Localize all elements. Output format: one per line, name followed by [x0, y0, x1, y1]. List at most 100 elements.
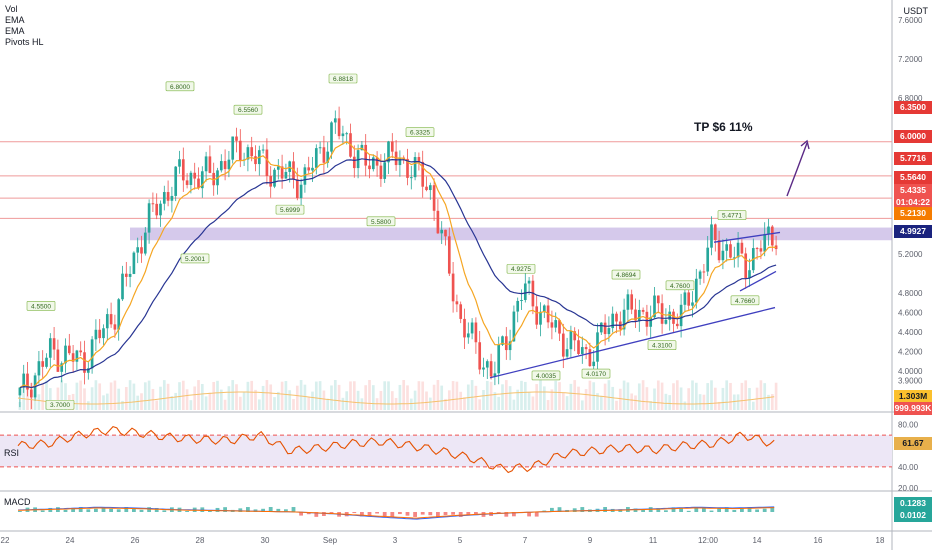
volume-bar — [444, 398, 447, 410]
candle-body — [504, 336, 508, 351]
candle-body — [702, 271, 706, 273]
candle-body — [744, 253, 748, 278]
volume-bar — [326, 398, 330, 410]
time-tick: 5 — [458, 536, 463, 545]
price-tick: 4.8000 — [898, 289, 923, 298]
volume-bar — [546, 400, 550, 410]
time-tick: 30 — [261, 536, 270, 545]
macd-histogram-bar — [360, 512, 364, 517]
volume-bar — [18, 402, 22, 410]
macd-label: MACD — [4, 497, 31, 507]
candle-body — [554, 320, 558, 328]
candle-body — [132, 252, 136, 274]
volume-bar — [105, 393, 109, 410]
volume-bar — [261, 385, 265, 410]
volume-bar — [113, 380, 117, 410]
volume-bar — [216, 380, 219, 410]
macd-histogram-bar — [428, 512, 433, 516]
volume-bar — [425, 391, 428, 410]
candle-body — [371, 157, 375, 170]
candle-body — [463, 318, 466, 338]
volume-bar — [748, 388, 751, 410]
volume-bar — [660, 382, 664, 410]
candle-body — [307, 167, 311, 171]
macd-histogram-bar — [352, 512, 357, 514]
volume-bar — [193, 386, 197, 410]
candle-body — [162, 192, 166, 204]
volume-bar — [740, 382, 744, 410]
volume-bar — [276, 391, 280, 410]
candle-body — [622, 309, 626, 330]
macd-signal-line — [17, 507, 775, 519]
candle-body — [740, 242, 744, 254]
macd-histogram-bar — [284, 509, 288, 512]
candle-body — [725, 244, 729, 251]
macd-histogram-bar — [747, 507, 752, 512]
volume-bar — [48, 388, 52, 410]
volume-bar — [292, 399, 295, 410]
tag-5-77: 5.7716 — [894, 152, 932, 165]
candle-body — [634, 309, 637, 321]
volume-bar — [573, 380, 577, 410]
volume-bar — [295, 385, 299, 410]
volume-bar — [41, 382, 45, 410]
volume-bar — [698, 394, 702, 410]
candle-body — [159, 203, 162, 216]
volume-bar — [227, 386, 231, 410]
candle-body — [466, 333, 470, 338]
pivot-label: 6.8000 — [170, 84, 190, 91]
candle-body — [641, 309, 645, 312]
tag-rsi: 61.67 — [894, 437, 932, 450]
macd-histogram-bar — [390, 512, 395, 517]
price-tick: 7.2000 — [898, 55, 923, 64]
tag-ema-slow: 4.9927 — [894, 225, 932, 238]
candle-body — [770, 226, 774, 246]
candle-body — [295, 179, 299, 199]
candle-body — [721, 250, 725, 261]
volume-bar — [409, 398, 413, 410]
volume-bar — [611, 386, 615, 410]
candle-body — [140, 247, 143, 254]
macd-histogram-bar — [512, 512, 516, 517]
candle-body — [588, 349, 592, 367]
candle-body — [759, 248, 763, 252]
candle-body — [482, 367, 485, 370]
candle-body — [90, 339, 94, 369]
volume-bar — [577, 386, 580, 410]
pivot-label: 6.5560 — [238, 107, 258, 114]
volume-bar — [569, 383, 573, 410]
pivot-label: 5.4771 — [722, 213, 742, 220]
volume-bar — [645, 387, 649, 410]
volume-bar — [497, 396, 501, 410]
volume-bar — [432, 384, 436, 410]
pivot-label: 5.2001 — [185, 256, 205, 263]
volume-bar — [231, 380, 235, 410]
macd-histogram-bar — [291, 507, 296, 512]
volume-bar — [679, 387, 683, 410]
candle-body — [713, 224, 717, 241]
candle-body — [330, 122, 333, 152]
candle-body — [333, 118, 337, 123]
volume-bar — [257, 399, 261, 410]
volume-bar — [463, 397, 466, 410]
candle-body — [22, 373, 26, 388]
macd-histogram-bar — [124, 507, 129, 512]
volume-bar — [371, 385, 375, 410]
volume-bar — [189, 400, 193, 410]
macd-histogram-bar — [451, 512, 455, 515]
pivot-label: 5.6999 — [280, 207, 300, 214]
candle-body — [675, 323, 679, 327]
candle-body — [668, 311, 672, 320]
legend-ema-1: EMA — [5, 15, 25, 25]
macd-histogram-bar — [702, 507, 706, 512]
pivot-label: 4.0035 — [536, 373, 556, 380]
pivot-box — [647, 340, 677, 351]
time-tick: 3 — [393, 536, 398, 545]
pivot-label: 4.5500 — [31, 303, 51, 310]
volume-bar — [626, 382, 630, 410]
pivot-box — [26, 301, 56, 311]
candle-body — [493, 373, 497, 377]
candle-body — [611, 313, 615, 329]
volume-bar — [763, 383, 767, 410]
